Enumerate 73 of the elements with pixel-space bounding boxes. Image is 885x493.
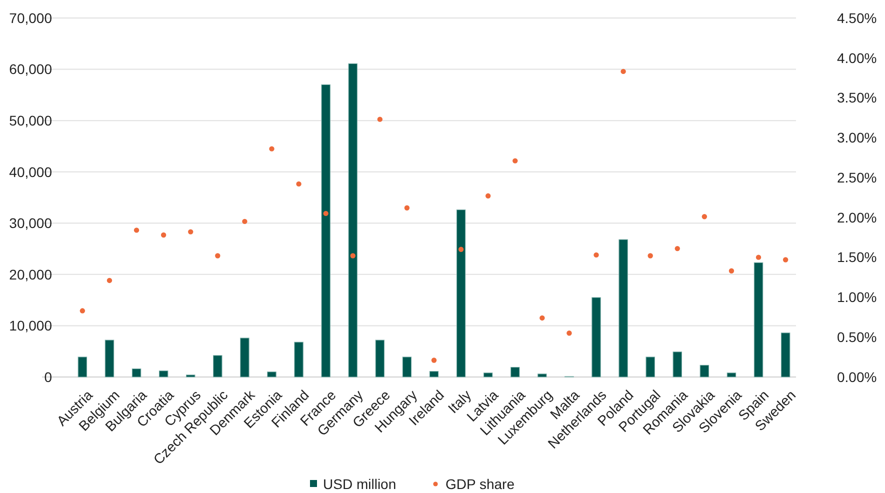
point (80, 308, 86, 314)
point (728, 268, 734, 274)
bar (483, 372, 493, 378)
bar (402, 356, 412, 378)
bar (294, 342, 304, 378)
y-tick-label: 0 (44, 368, 52, 385)
point (648, 253, 653, 258)
point (594, 252, 599, 258)
bar (672, 352, 682, 378)
bar (700, 364, 710, 378)
y-tick-label: 20,000 (9, 266, 52, 282)
bar (780, 332, 790, 378)
y2-tick-label: 2.50% (837, 169, 877, 186)
bar (321, 84, 330, 378)
bar (213, 355, 222, 378)
bar (726, 372, 736, 378)
point (134, 228, 140, 233)
point (350, 253, 356, 258)
y2-tick-label: 1.50% (837, 249, 877, 266)
bar (158, 370, 168, 378)
y-tick-label: 30,000 (9, 215, 52, 232)
bar (754, 262, 764, 378)
legend-label: USD million (323, 476, 396, 492)
y2-tick-label: 3.00% (837, 130, 877, 146)
bar (456, 210, 466, 378)
y-tick-label: 60,000 (9, 61, 52, 78)
y2-tick-label: 4.50% (837, 10, 877, 26)
point (566, 330, 572, 336)
point (269, 146, 274, 152)
y-tick-label: 70,000 (9, 10, 52, 26)
bar (186, 374, 196, 378)
y2-tick-label: 4.00% (837, 50, 877, 66)
bar (267, 372, 276, 378)
point (160, 232, 166, 238)
point (512, 158, 518, 164)
bar (78, 356, 88, 378)
point (296, 181, 302, 187)
y2-tick-label: 1.00% (837, 289, 877, 306)
y2-tick-label: 2.00% (837, 209, 877, 226)
bar (538, 374, 547, 378)
y-tick-label: 40,000 (9, 164, 52, 180)
legend-label: GDP share (446, 476, 515, 492)
bar (104, 340, 114, 378)
point (377, 116, 383, 122)
point (188, 229, 194, 234)
bar (429, 371, 439, 378)
y-tick-label: 10,000 (9, 318, 52, 334)
point (323, 210, 328, 216)
point (674, 246, 680, 252)
point (756, 254, 762, 260)
bar (646, 356, 655, 378)
point (782, 257, 788, 262)
y2-tick-label: 0.50% (837, 329, 877, 346)
point (215, 253, 220, 258)
point (620, 68, 626, 74)
y-tick-label: 50,000 (9, 112, 52, 128)
point (431, 358, 437, 363)
bar (375, 340, 385, 378)
y2-tick-label: 0.00% (837, 368, 877, 385)
point (242, 218, 248, 224)
bar (132, 368, 142, 378)
bar (510, 366, 520, 378)
bar (348, 63, 358, 378)
point (485, 193, 491, 199)
point (106, 278, 112, 284)
bar (618, 239, 628, 378)
point (404, 205, 410, 210)
y2-tick-label: 3.50% (837, 90, 877, 106)
bar (240, 338, 250, 378)
point (458, 246, 464, 252)
point (540, 315, 545, 321)
bar (592, 297, 601, 378)
point (702, 214, 708, 220)
